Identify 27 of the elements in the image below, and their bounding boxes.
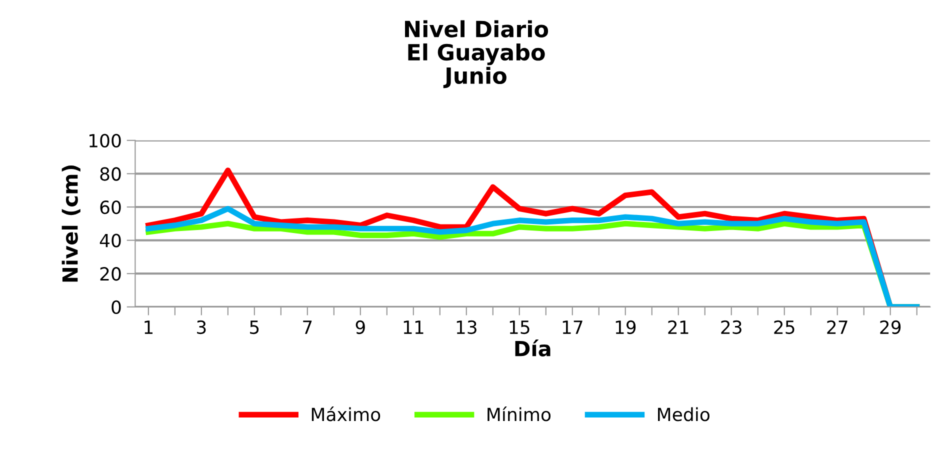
x-tick-label: 7 — [303, 320, 312, 334]
x-tick-label: 5 — [250, 320, 259, 334]
y-tick-label: 100 — [90, 134, 121, 148]
legend-label: Mínimo — [488, 406, 551, 422]
x-tick-label: 9 — [356, 320, 365, 334]
x-axis-title: Día — [515, 340, 550, 356]
x-tick-label: 19 — [616, 320, 636, 334]
x-tick-label: 17 — [562, 320, 582, 334]
y-tick-label: 20 — [100, 267, 121, 281]
x-tick-label: 27 — [827, 320, 848, 334]
y-tick-label: 40 — [100, 234, 121, 248]
legend-label: Medio — [658, 407, 710, 422]
legend-label: Máximo — [312, 406, 380, 422]
x-tick-label: 1 — [144, 320, 153, 334]
x-tick-label: 11 — [404, 320, 424, 334]
y-tick-label: 0 — [112, 300, 121, 314]
x-tick-label: 23 — [721, 320, 742, 334]
chart-title: Nivel Diario El Guayabo Junio — [405, 20, 548, 88]
x-tick-label: 21 — [668, 320, 688, 334]
x-tick-label: 13 — [456, 320, 476, 334]
x-tick-label: 3 — [197, 320, 206, 334]
y-axis-title: Nivel (cm) — [62, 166, 80, 282]
x-tick-label: 25 — [774, 320, 794, 334]
y-tick-label: 80 — [100, 167, 121, 181]
y-tick-label: 60 — [100, 200, 121, 214]
x-tick-label: 29 — [880, 320, 901, 334]
x-tick-label: 15 — [510, 320, 530, 334]
